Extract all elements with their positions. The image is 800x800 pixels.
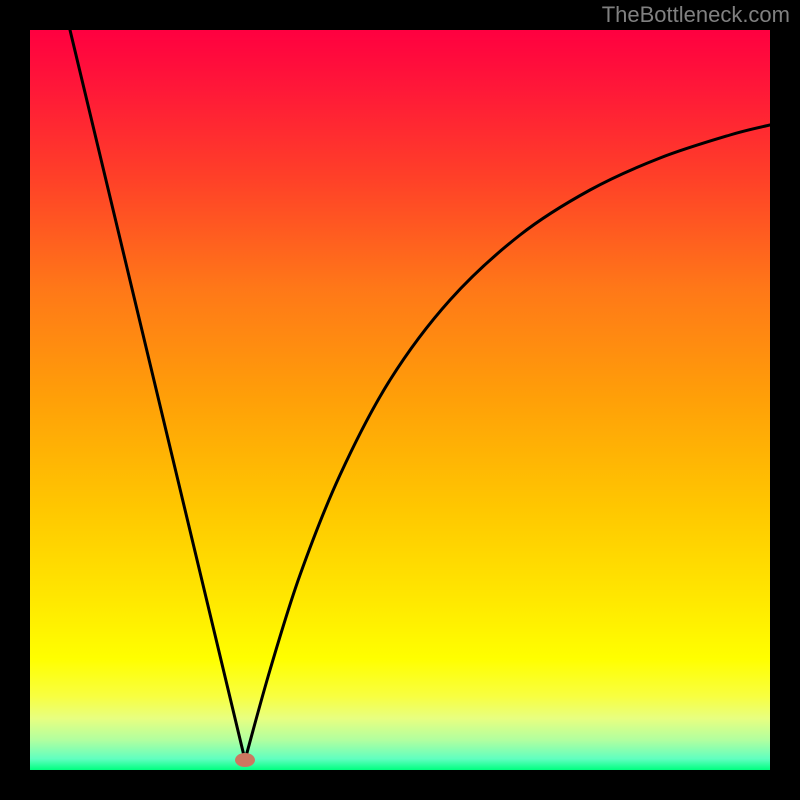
curve-overlay xyxy=(30,30,770,770)
watermark-text: TheBottleneck.com xyxy=(602,2,790,28)
plot-area xyxy=(30,30,770,770)
chart-container: TheBottleneck.com xyxy=(0,0,800,800)
bottleneck-curve xyxy=(70,30,770,760)
minimum-marker xyxy=(235,753,255,767)
